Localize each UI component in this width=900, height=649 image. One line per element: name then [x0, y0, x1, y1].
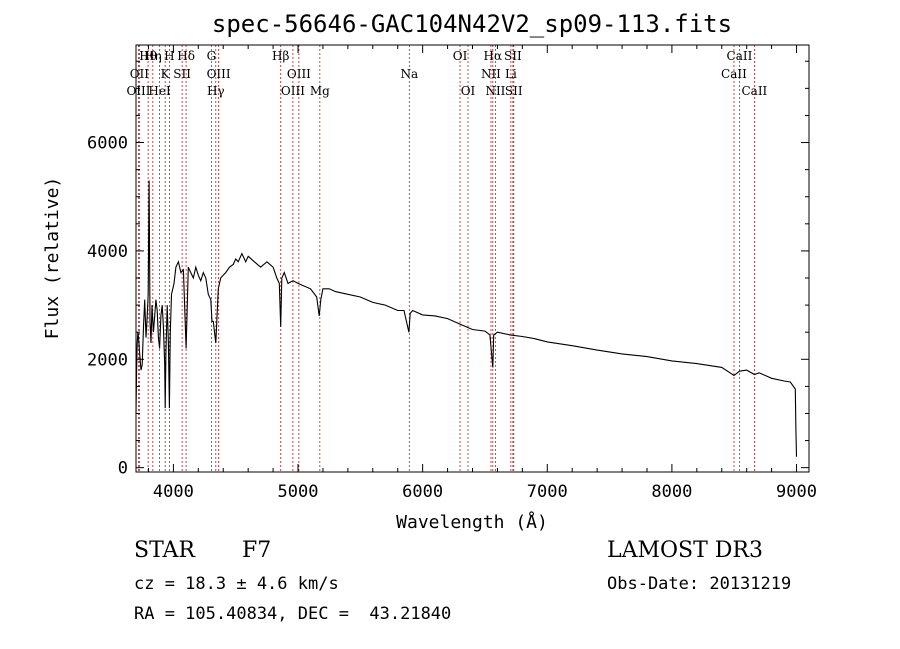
x-tick-label: 4000	[153, 482, 194, 502]
redshift-value: cz = 18.3 ± 4.6 km/s	[134, 574, 339, 594]
line-label: SII	[504, 49, 522, 63]
line-label: SII	[505, 84, 523, 98]
line-label: H	[164, 49, 174, 63]
line-label: Li	[505, 67, 517, 81]
line-label: Mg	[310, 84, 330, 98]
chart-title: spec-56646-GAC104N42V2_sp09-113.fits	[212, 10, 732, 38]
emission-line-labels: Hθ OII OIII Hη K HeI H SII Hδ OIII Hγ G OIII OIII Hβ Mg…	[126, 49, 767, 98]
spectrum-line	[135, 180, 798, 457]
line-label: Hγ	[207, 84, 225, 98]
y-tick-label: 0	[118, 459, 128, 479]
obs-date: Obs-Date: 20131219	[607, 574, 792, 594]
emission-line-markers	[138, 45, 755, 472]
line-label: G	[207, 49, 217, 63]
line-label: NII	[485, 84, 505, 98]
line-label: OIII	[281, 84, 305, 98]
line-label: CaII	[727, 49, 753, 63]
line-label: SII	[173, 67, 191, 81]
line-label: NII	[481, 67, 501, 81]
line-label: Hθ	[139, 49, 157, 63]
coordinates: RA = 105.40834, DEC = 43.21840	[134, 604, 452, 624]
plot-frame	[135, 44, 810, 473]
line-label: OI	[461, 84, 476, 98]
y-tick-label: 2000	[87, 350, 128, 370]
x-tick-label: 6000	[402, 482, 443, 502]
x-tick-label: 8000	[651, 482, 692, 502]
line-label: OIII	[287, 67, 311, 81]
line-label: Hη	[144, 49, 162, 63]
line-label: OII	[130, 67, 150, 81]
x-axis-label: Wavelength (Å)	[396, 511, 548, 533]
line-label: Hβ	[272, 49, 289, 63]
x-tick-label: 5000	[278, 482, 319, 502]
y-tick-label: 4000	[87, 242, 128, 262]
survey-name: LAMOST DR3	[607, 538, 763, 563]
axes: 4000 5000 6000 7000 8000 9000 0 2000 4000 6000	[87, 45, 817, 502]
line-label: K	[161, 67, 171, 81]
x-tick-label: 9000	[776, 482, 817, 502]
line-label: CaII	[741, 84, 767, 98]
object-subclass: F7	[242, 538, 272, 563]
line-label: Hδ	[177, 49, 195, 63]
object-class: STAR	[134, 538, 195, 563]
line-label: OIII	[207, 67, 231, 81]
line-label: Na	[400, 67, 418, 81]
line-label: OI	[453, 49, 468, 63]
line-label: Hα	[484, 49, 503, 63]
line-label: HeI	[148, 84, 171, 98]
line-label: CaII	[721, 67, 747, 81]
y-tick-label: 6000	[87, 134, 128, 154]
x-tick-label: 7000	[527, 482, 568, 502]
line-label: OIII	[126, 84, 150, 98]
y-axis-label: Flux (relative)	[42, 177, 63, 340]
